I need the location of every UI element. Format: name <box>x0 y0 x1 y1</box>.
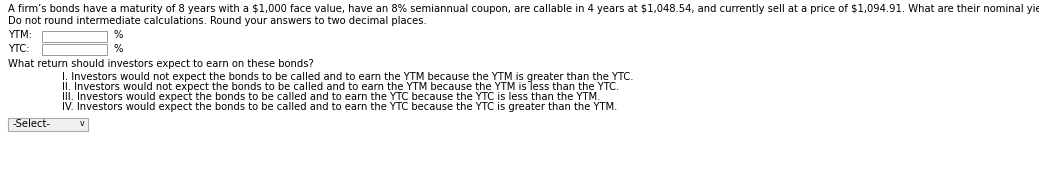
Text: YTM:: YTM: <box>8 31 32 40</box>
FancyBboxPatch shape <box>8 117 88 130</box>
FancyBboxPatch shape <box>42 44 107 55</box>
Text: III. Investors would expect the bonds to be called and to earn the YTC because t: III. Investors would expect the bonds to… <box>62 92 601 102</box>
Text: II. Investors would not expect the bonds to be called and to earn the YTM becaus: II. Investors would not expect the bonds… <box>62 82 619 92</box>
FancyBboxPatch shape <box>42 31 107 42</box>
Text: IV. Investors would expect the bonds to be called and to earn the YTC because th: IV. Investors would expect the bonds to … <box>62 102 617 112</box>
Text: %: % <box>113 44 123 53</box>
Text: -Select-: -Select- <box>14 119 51 129</box>
Text: What return should investors expect to earn on these bonds?: What return should investors expect to e… <box>8 59 314 69</box>
Text: %: % <box>113 31 123 40</box>
Text: A firm’s bonds have a maturity of 8 years with a $1,000 face value, have an 8% s: A firm’s bonds have a maturity of 8 year… <box>8 5 1039 15</box>
Text: YTC:: YTC: <box>8 44 29 53</box>
Text: v: v <box>80 120 84 129</box>
Text: I. Investors would not expect the bonds to be called and to earn the YTM because: I. Investors would not expect the bonds … <box>62 72 634 82</box>
Text: Do not round intermediate calculations. Round your answers to two decimal places: Do not round intermediate calculations. … <box>8 15 427 26</box>
